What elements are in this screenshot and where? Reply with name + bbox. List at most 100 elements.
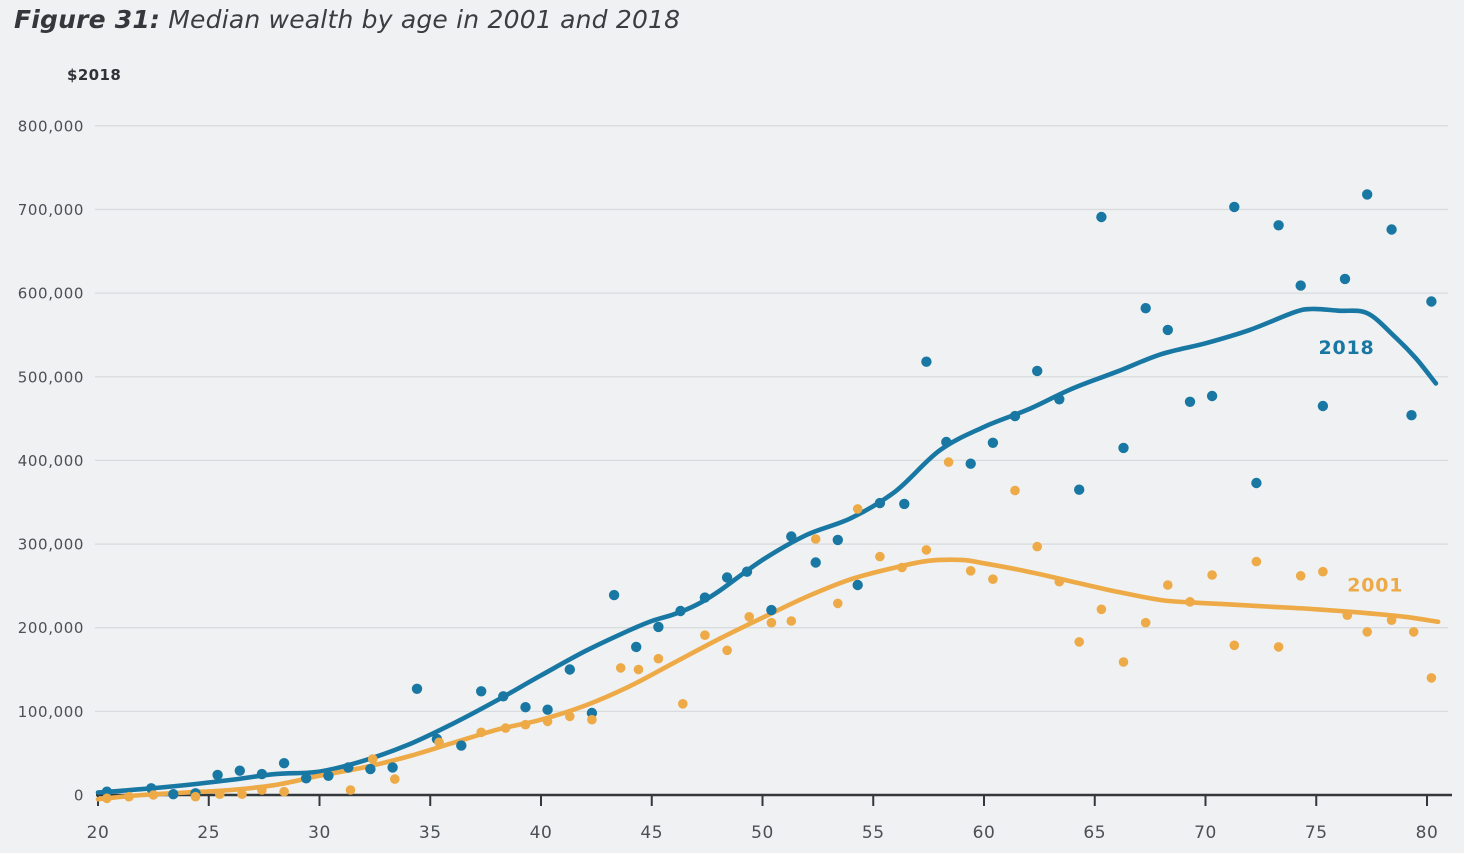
scatter-point-2001 — [542, 716, 553, 727]
scatter-point-2001 — [124, 791, 134, 802]
x-tick-label: 55 — [862, 823, 885, 843]
x-tick-label: 25 — [197, 823, 220, 843]
scatter-point-2018 — [741, 566, 753, 577]
scatter-point-2001 — [257, 785, 267, 795]
scatter-point-2001 — [988, 574, 998, 584]
scatter-point-2018 — [1054, 394, 1065, 405]
scatter-point-2001 — [678, 699, 688, 709]
scatter-point-2001 — [476, 727, 487, 738]
y-tick-label: 300,000 — [18, 536, 84, 554]
x-tick-label: 40 — [530, 823, 553, 843]
scatter-point-2018 — [1118, 442, 1129, 454]
scatter-point-2001 — [1032, 541, 1042, 552]
x-tick-label: 20 — [87, 823, 110, 843]
scatter-point-2001 — [1118, 657, 1129, 667]
scatter-point-2001 — [1295, 571, 1306, 581]
scatter-point-2001 — [1010, 485, 1020, 496]
scatter-point-2001 — [102, 793, 112, 804]
chart-title-text: Median wealth by age in 2001 and 2018 — [160, 5, 681, 34]
scatter-point-2018 — [498, 691, 509, 702]
scatter-point-2018 — [852, 579, 863, 591]
scatter-point-2001 — [1273, 642, 1284, 652]
y-tick-label: 600,000 — [18, 285, 84, 303]
scatter-point-2001 — [1251, 556, 1262, 567]
scatter-point-2018 — [675, 605, 686, 617]
scatter-point-2001 — [1096, 604, 1107, 615]
series-label-2018: 2018 — [1318, 337, 1374, 359]
scatter-point-2001 — [237, 789, 247, 799]
scatter-point-2001 — [1163, 580, 1173, 590]
scatter-point-2018 — [965, 458, 976, 469]
scatter-point-2018 — [365, 763, 376, 775]
x-tick-label: 60 — [973, 823, 996, 843]
scatter-point-2001 — [921, 545, 932, 555]
scatter-point-2001 — [345, 785, 356, 795]
scatter-point-2001 — [965, 566, 976, 576]
scatter-point-2018 — [1162, 324, 1174, 336]
scatter-point-2018 — [1074, 484, 1085, 495]
scatter-point-2018 — [586, 707, 598, 719]
scatter-point-2001 — [279, 786, 289, 797]
scatter-point-2018 — [1096, 211, 1107, 223]
scatter-point-2018 — [1140, 303, 1151, 314]
scatter-point-2001 — [434, 737, 444, 748]
scatter-point-2001 — [897, 562, 907, 573]
x-tick-label: 80 — [1416, 823, 1439, 843]
scatter-point-2018 — [810, 557, 821, 568]
y-tick-label: 200,000 — [18, 619, 84, 637]
scatter-point-2018 — [1229, 201, 1240, 213]
scatter-point-2001 — [1185, 597, 1195, 607]
x-tick-label: 30 — [308, 823, 331, 843]
scatter-point-2018 — [212, 769, 223, 781]
scatter-point-2018 — [1009, 410, 1021, 422]
scatter-point-2018 — [1386, 224, 1397, 235]
scatter-point-2001 — [1229, 640, 1240, 651]
scatter-point-2001 — [367, 754, 378, 764]
scatter-point-2001 — [1408, 627, 1419, 637]
scatter-point-2018 — [766, 604, 777, 616]
scatter-point-2001 — [587, 714, 597, 725]
scatter-point-2001 — [653, 653, 664, 664]
scatter-point-2018 — [874, 497, 886, 509]
scatter-point-2018 — [608, 589, 620, 601]
scatter-point-2018 — [1184, 396, 1196, 407]
scatter-point-2001 — [1362, 627, 1372, 637]
scatter-point-2018 — [323, 770, 334, 781]
scatter-point-2001 — [875, 551, 885, 562]
scatter-point-2018 — [520, 702, 531, 713]
scatter-point-2018 — [256, 768, 268, 780]
y-tick-label: 400,000 — [18, 452, 84, 470]
scatter-point-2001 — [1054, 576, 1065, 587]
scatter-point-2018 — [542, 704, 553, 715]
scatter-point-2001 — [390, 774, 400, 784]
scatter-point-2018 — [631, 641, 642, 653]
scatter-point-2018 — [832, 534, 843, 546]
scatter-point-2001 — [1426, 673, 1437, 683]
scatter-point-2018 — [456, 740, 467, 751]
scatter-point-2018 — [899, 498, 910, 510]
scatter-point-2018 — [1206, 390, 1218, 402]
x-tick-label: 65 — [1083, 823, 1106, 843]
scatter-point-2001 — [190, 791, 201, 802]
y-tick-label: 100,000 — [18, 703, 84, 721]
scatter-point-2001 — [500, 723, 511, 733]
scatter-point-2001 — [766, 617, 777, 628]
scatter-point-2018 — [343, 762, 354, 773]
scatter-point-2018 — [564, 664, 575, 675]
series-label-2001: 2001 — [1347, 575, 1403, 597]
scatter-point-2018 — [941, 436, 952, 448]
scatter-point-2018 — [1273, 220, 1284, 231]
scatter-point-2018 — [1251, 477, 1262, 489]
scatter-point-2001 — [810, 534, 821, 544]
x-tick-label: 75 — [1305, 823, 1328, 843]
scatter-point-2018 — [1339, 273, 1351, 285]
scatter-point-2018 — [1295, 280, 1306, 291]
scatter-point-2001 — [1386, 615, 1397, 625]
y-tick-label: 800,000 — [18, 117, 84, 135]
x-tick-label: 50 — [751, 823, 774, 843]
y-tick-label: 0 — [74, 787, 84, 805]
scatter-point-2001 — [1074, 637, 1084, 647]
scatter-point-2001 — [943, 457, 954, 467]
